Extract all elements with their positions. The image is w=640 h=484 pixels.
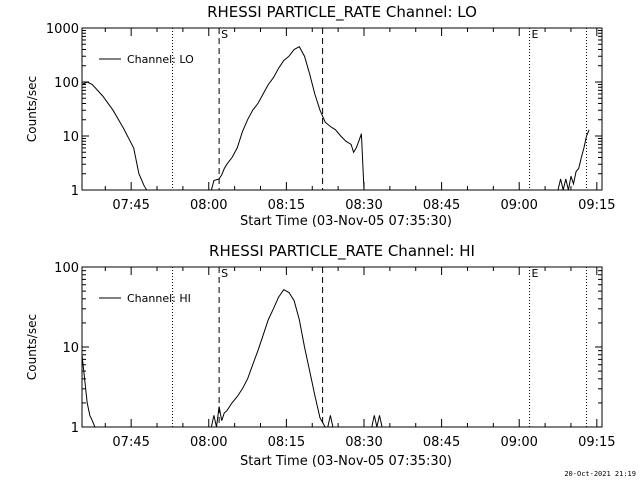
x-tick-label: 08:45 bbox=[423, 435, 460, 450]
data-series-line bbox=[81, 354, 96, 428]
y-tick-label: 100 bbox=[54, 76, 79, 91]
x-tick-label: 08:00 bbox=[190, 435, 227, 450]
x-tick-label: 07:45 bbox=[112, 198, 149, 213]
footer-timestamp: 20-Oct-2021 21:19 bbox=[564, 470, 636, 478]
marker-label: E bbox=[532, 267, 539, 280]
x-tick-label: 08:15 bbox=[268, 198, 305, 213]
data-series-line bbox=[557, 129, 590, 191]
data-series-line bbox=[327, 415, 334, 428]
y-axis-label: Counts/sec bbox=[25, 76, 39, 142]
x-tick-label: 08:45 bbox=[423, 198, 460, 213]
legend-label: Channel: HI bbox=[127, 292, 191, 305]
data-series-line bbox=[210, 289, 326, 428]
y-axis-label: Counts/sec bbox=[25, 314, 39, 380]
chart-title: RHESSI PARTICLE_RATE Channel: LO bbox=[207, 3, 477, 22]
marker-label: S bbox=[221, 28, 228, 41]
x-tick-label: 08:30 bbox=[345, 435, 382, 450]
x-tick-label: 09:15 bbox=[578, 435, 615, 450]
y-tick-label: 100 bbox=[54, 261, 79, 276]
plot-frame bbox=[81, 27, 603, 191]
data-series-line bbox=[210, 46, 365, 191]
marker-label: E bbox=[532, 28, 539, 41]
x-axis-label: Start Time (03-Nov-05 07:35:30) bbox=[240, 214, 452, 229]
y-tick-label: 1000 bbox=[46, 22, 79, 37]
legend-label: Channel: LO bbox=[127, 53, 194, 66]
x-axis-label: Start Time (03-Nov-05 07:35:30) bbox=[240, 454, 452, 469]
chart-title: RHESSI PARTICLE_RATE Channel: HI bbox=[209, 242, 475, 261]
marker-label: S bbox=[221, 267, 228, 280]
x-tick-label: 09:00 bbox=[500, 435, 537, 450]
data-series-line bbox=[81, 81, 148, 191]
x-tick-label: 08:30 bbox=[345, 198, 382, 213]
x-tick-label: 08:00 bbox=[190, 198, 227, 213]
x-tick-label: 07:45 bbox=[112, 435, 149, 450]
plot-frame bbox=[81, 266, 603, 428]
x-tick-label: 08:15 bbox=[268, 435, 305, 450]
data-series-line bbox=[371, 415, 383, 428]
x-tick-label: 09:00 bbox=[500, 198, 537, 213]
y-tick-label: 1 bbox=[71, 184, 79, 199]
y-tick-label: 10 bbox=[62, 130, 79, 145]
y-tick-label: 1 bbox=[71, 421, 79, 436]
x-tick-label: 09:15 bbox=[578, 198, 615, 213]
y-tick-label: 10 bbox=[62, 341, 79, 356]
